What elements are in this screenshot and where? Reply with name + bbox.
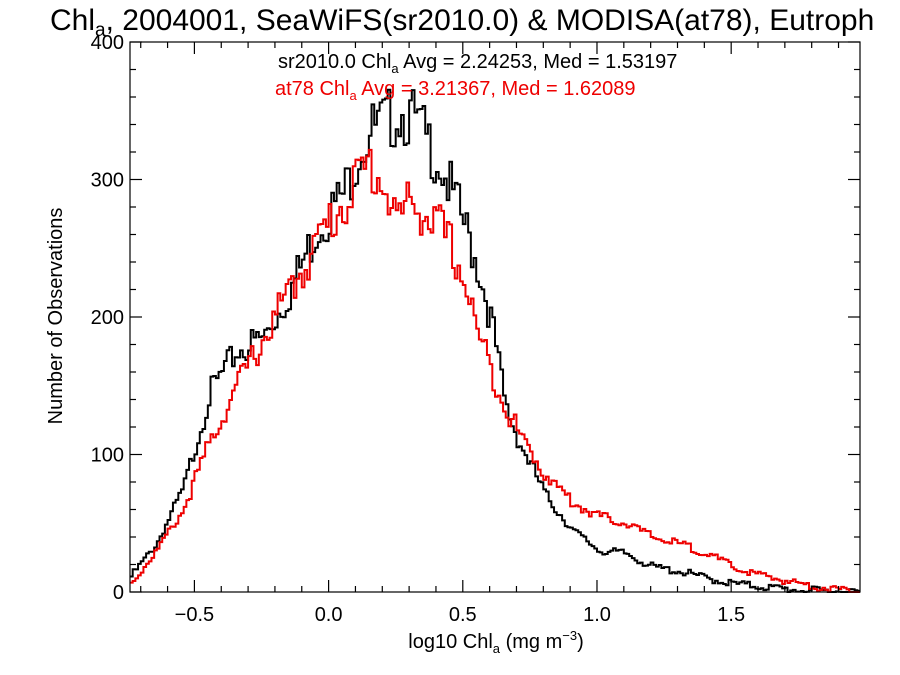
x-axis-label: log10 Chla (mg m−3) bbox=[408, 628, 583, 656]
y-tick-label: 0 bbox=[113, 582, 124, 604]
x-tick-label: −0.5 bbox=[175, 604, 214, 626]
y-tick-label: 300 bbox=[91, 170, 124, 192]
y-tick-label: 200 bbox=[91, 307, 124, 329]
x-tick-label: 0.5 bbox=[449, 604, 477, 626]
histogram-series-1 bbox=[130, 88, 860, 593]
annotation-at78: at78 Chla Avg = 3.21367, Med = 1.62089 bbox=[275, 78, 635, 103]
x-axis-ticks: −0.5 0.0 0.5 1.0 1.5 bbox=[140, 42, 840, 626]
y-axis-ticks: 0 100 200 300 400 bbox=[91, 32, 860, 604]
y-tick-label: 100 bbox=[91, 445, 124, 467]
x-tick-label: 1.0 bbox=[583, 604, 611, 626]
x-tick-label: 0.0 bbox=[315, 604, 343, 626]
chart-title: Chla, 2004001, SeaWiFS(sr2010.0) & MODIS… bbox=[50, 4, 874, 41]
plot-area bbox=[130, 88, 860, 593]
y-axis-label: Number of Observations bbox=[45, 208, 67, 425]
x-tick-label: 1.5 bbox=[717, 604, 745, 626]
histogram-series-2 bbox=[130, 148, 860, 593]
annotation-sr2010: sr2010.0 Chla Avg = 2.24253, Med = 1.531… bbox=[278, 51, 677, 76]
y-tick-label: 400 bbox=[91, 32, 124, 54]
